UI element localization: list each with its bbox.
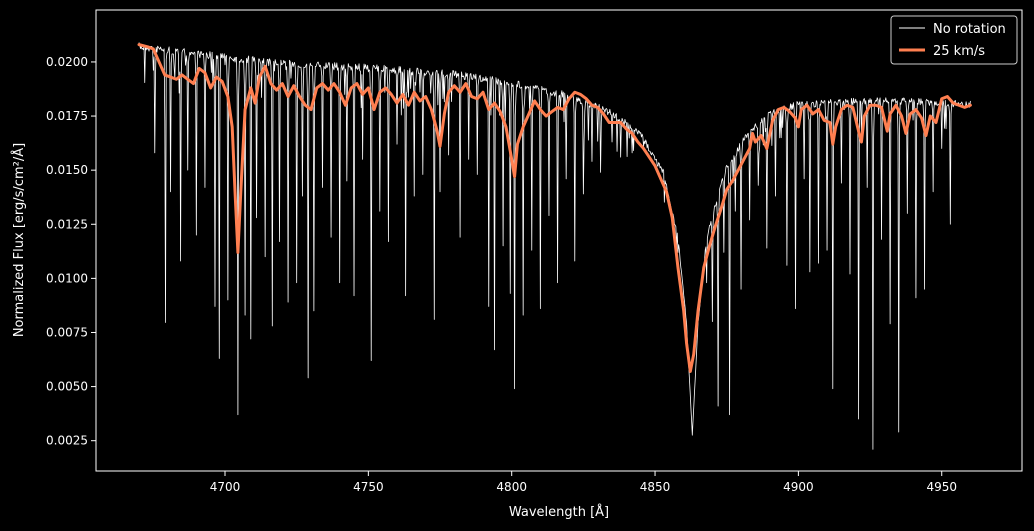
series-line-25kms [137, 43, 972, 373]
x-tick-label: 4900 [783, 480, 814, 494]
legend-label-no-rotation: No rotation [933, 22, 1006, 37]
x-axis-label: Wavelength [Å] [509, 504, 609, 520]
y-tick-label: 0.0100 [46, 271, 88, 285]
y-tick-label: 0.0125 [46, 217, 88, 231]
series-layer [137, 42, 972, 450]
y-axis-ticks: 0.0025 0.0050 0.0075 0.0100 0.0125 0.0150 0.01… [46, 55, 96, 448]
x-tick-label: 4850 [640, 480, 671, 494]
y-tick-label: 0.0025 [46, 434, 88, 448]
y-tick-label: 0.0075 [46, 325, 88, 339]
x-axis-ticks: 4700 4750 4800 4850 4900 4950 [210, 471, 957, 494]
x-tick-label: 4950 [926, 480, 957, 494]
legend: No rotation 25 km/s [890, 15, 1018, 65]
plot-frame [95, 9, 1023, 472]
x-tick-label: 4750 [353, 480, 384, 494]
y-tick-label: 0.0150 [46, 163, 88, 177]
x-tick-label: 4800 [496, 480, 527, 494]
y-tick-label: 0.0175 [46, 109, 88, 123]
legend-label-25kms: 25 km/s [933, 44, 985, 59]
series-line-no-rotation [138, 42, 971, 450]
y-tick-label: 0.0200 [46, 55, 88, 69]
x-tick-label: 4700 [210, 480, 241, 494]
y-tick-label: 0.0050 [46, 380, 88, 394]
y-axis-label: Normalized Flux [erg/s/cm²/Å] [11, 143, 27, 337]
